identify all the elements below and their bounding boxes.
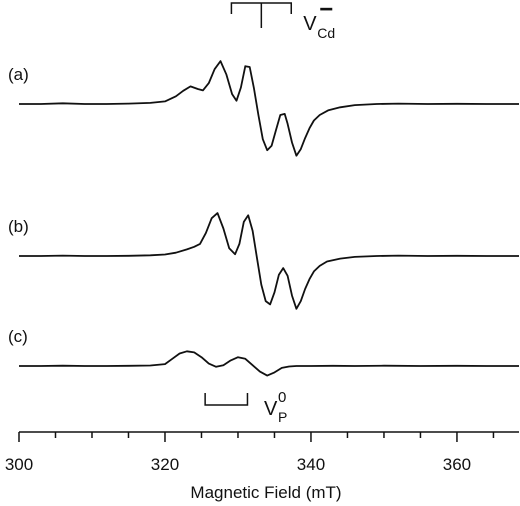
spectrum-line-2 xyxy=(19,212,519,310)
x-axis-title: Magnetic Field (mT) xyxy=(190,483,341,502)
x-tick-label: 360 xyxy=(443,455,471,474)
spectra-layer xyxy=(19,60,519,377)
series-labels: (a) (b) (c) xyxy=(8,65,29,346)
vp-label-subscript: P xyxy=(278,409,287,425)
spectrum-line-3 xyxy=(19,350,519,377)
vcd-stick-diagram xyxy=(230,2,293,28)
x-tick-label: 340 xyxy=(297,455,325,474)
vp-label-superscript: 0 xyxy=(278,389,286,406)
x-tick-label: 300 xyxy=(5,455,33,474)
vcd-label-subscript: Cd xyxy=(317,25,335,41)
spectrum-line-1 xyxy=(19,60,519,157)
x-tick-label: 320 xyxy=(151,455,179,474)
series-label-1: (a) xyxy=(8,65,29,84)
vp-bracket xyxy=(204,393,249,406)
series-label-2: (b) xyxy=(8,217,29,236)
vcd-label-superscript: − xyxy=(319,0,333,23)
vp-label: V xyxy=(264,398,278,420)
vcd-label: V xyxy=(303,13,317,35)
x-axis: 300 320 340 360 xyxy=(5,431,519,474)
series-label-3: (c) xyxy=(8,327,28,346)
annotations: V Cd−V P0 xyxy=(204,0,335,425)
